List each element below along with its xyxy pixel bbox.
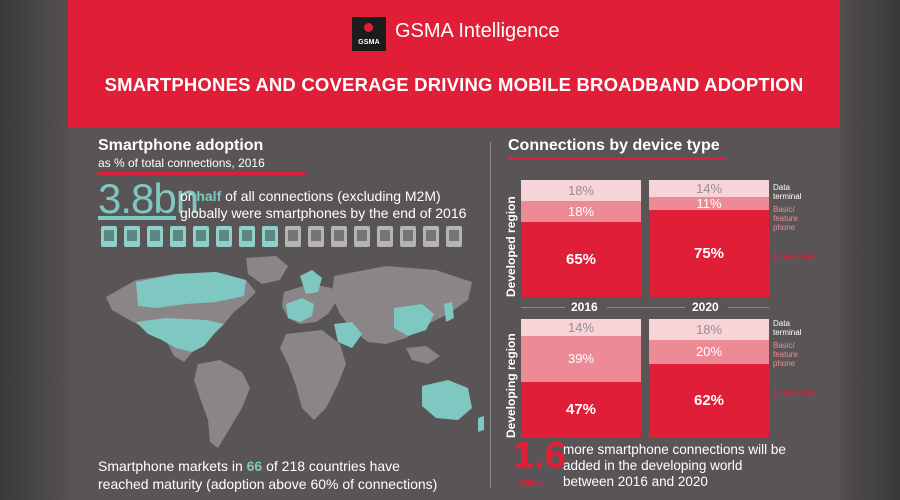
developed-2016-basic-phone: 18% <box>521 201 641 222</box>
left-backdrop <box>0 0 68 500</box>
developed-2016-smartphone: 65% <box>521 222 641 297</box>
map-southeast-asia <box>406 346 440 364</box>
year-line-right <box>728 307 769 308</box>
developing-2016-smartphone: 47% <box>521 382 641 438</box>
legend-smartphone-2: Smartphone <box>773 388 817 397</box>
phone-icon <box>147 226 163 247</box>
maturity-statement: Smartphone markets in 66 of 218 countrie… <box>98 457 498 493</box>
smartphone-adoption-title: Smartphone adoption <box>98 137 264 154</box>
phone-icon <box>262 226 278 247</box>
phone-icon <box>446 226 462 247</box>
phone-icon <box>170 226 186 247</box>
phone-icon <box>377 226 393 247</box>
brand-name: GSMA Intelligence <box>395 20 560 42</box>
right-title-underline <box>508 157 726 160</box>
legend-basic-phone: Basic/ feature phone <box>773 205 798 232</box>
phone-icon <box>193 226 209 247</box>
map-new-zealand <box>478 416 484 432</box>
map-australia <box>422 380 472 420</box>
phone-icon <box>331 226 347 247</box>
legend-bottom: Data terminal Basic/ feature phone Smart… <box>773 319 817 397</box>
section-divider <box>490 142 491 488</box>
year-line-middle <box>607 307 685 308</box>
developed-2016-data-terminal: 18% <box>521 180 641 201</box>
map-japan <box>444 302 454 322</box>
phone-icon <box>285 226 301 247</box>
infographic: GSMA GSMA Intelligence SMARTPHONES AND C… <box>68 0 840 500</box>
developing-2020-bar: 18% 20% 62% <box>649 319 769 438</box>
stat-description: more smartphone connections will be adde… <box>563 442 786 489</box>
legend-data-terminal-2: Data terminal <box>773 319 802 337</box>
developed-2020-smartphone: 75% <box>649 210 769 297</box>
phone-icon <box>308 226 324 247</box>
phone-icon <box>216 226 232 247</box>
developing-region-label: Developing region <box>504 333 518 438</box>
big-number: 3.8bn <box>98 175 199 222</box>
legend-basic-phone-2: Basic/ feature phone <box>773 341 798 368</box>
phone-icon <box>124 226 140 247</box>
bottom-num: 66 <box>246 458 263 474</box>
developing-2020-data-terminal: 18% <box>649 319 769 340</box>
bottom-line2: reached maturity (adoption above 60% of … <box>98 476 438 492</box>
developed-2020-bar: 14% 11% 75% <box>649 180 769 297</box>
header-banner: GSMA GSMA Intelligence SMARTPHONES AND C… <box>68 0 840 128</box>
desc-pre: or <box>180 188 197 204</box>
bottom-pre: Smartphone markets in <box>98 458 247 474</box>
map-asia <box>332 266 472 344</box>
map-canada <box>136 272 246 308</box>
legend-data-terminal: Data terminal <box>773 183 802 201</box>
phone-icon <box>400 226 416 247</box>
stat-unit: billion <box>518 478 542 487</box>
phone-icon-row <box>101 226 462 247</box>
developed-2016-bar: 18% 18% 65% <box>521 180 641 297</box>
year-2016: 2016 <box>571 300 598 314</box>
desc-half: half <box>196 188 222 204</box>
phone-icon <box>354 226 370 247</box>
device-type-title: Connections by device type <box>508 137 720 154</box>
developed-2020-data-terminal: 14% <box>649 180 769 197</box>
developing-2016-basic-phone: 39% <box>521 336 641 382</box>
big-number-underline <box>98 216 176 220</box>
logo-dot-icon <box>364 23 373 32</box>
gsma-logo: GSMA <box>352 17 386 51</box>
map-africa <box>280 330 346 420</box>
map-south-america <box>194 360 250 448</box>
phone-icon <box>101 226 117 247</box>
phone-icon <box>239 226 255 247</box>
developing-2020-smartphone: 62% <box>649 364 769 438</box>
right-backdrop <box>832 0 900 500</box>
headline: SMARTPHONES AND COVERAGE DRIVING MOBILE … <box>104 74 804 95</box>
smartphone-adoption-subtitle: as % of total connections, 2016 <box>98 156 265 170</box>
desc-line2: globally were smartphones by the end of … <box>180 205 467 221</box>
stat-value: 1.6 <box>513 435 566 477</box>
legend-smartphone: Smartphone <box>773 252 817 261</box>
adoption-description: or half of all connections (excluding M2… <box>180 188 500 222</box>
developing-2020-basic-phone: 20% <box>649 340 769 364</box>
legend-top: Data terminal Basic/ feature phone Smart… <box>773 183 817 261</box>
developing-2016-data-terminal: 14% <box>521 319 641 336</box>
map-usa <box>136 318 224 352</box>
developed-region-label: Developed region <box>504 196 518 297</box>
bottom-post: of 218 countries have <box>262 458 400 474</box>
left-title-underline <box>98 172 306 175</box>
desc-post: of all connections (excluding M2M) <box>221 188 441 204</box>
logo-text: GSMA <box>358 39 380 46</box>
map-china <box>394 304 434 336</box>
year-line-left <box>521 307 565 308</box>
map-middle-east <box>334 322 362 348</box>
developed-2020-basic-phone: 11% <box>649 197 769 210</box>
phone-icon <box>423 226 439 247</box>
map-greenland <box>246 256 288 284</box>
map-western-europe <box>286 298 314 322</box>
developing-2016-bar: 14% 39% 47% <box>521 319 641 438</box>
map-scandinavia <box>300 270 322 294</box>
year-2020: 2020 <box>692 300 719 314</box>
world-map <box>106 256 484 448</box>
